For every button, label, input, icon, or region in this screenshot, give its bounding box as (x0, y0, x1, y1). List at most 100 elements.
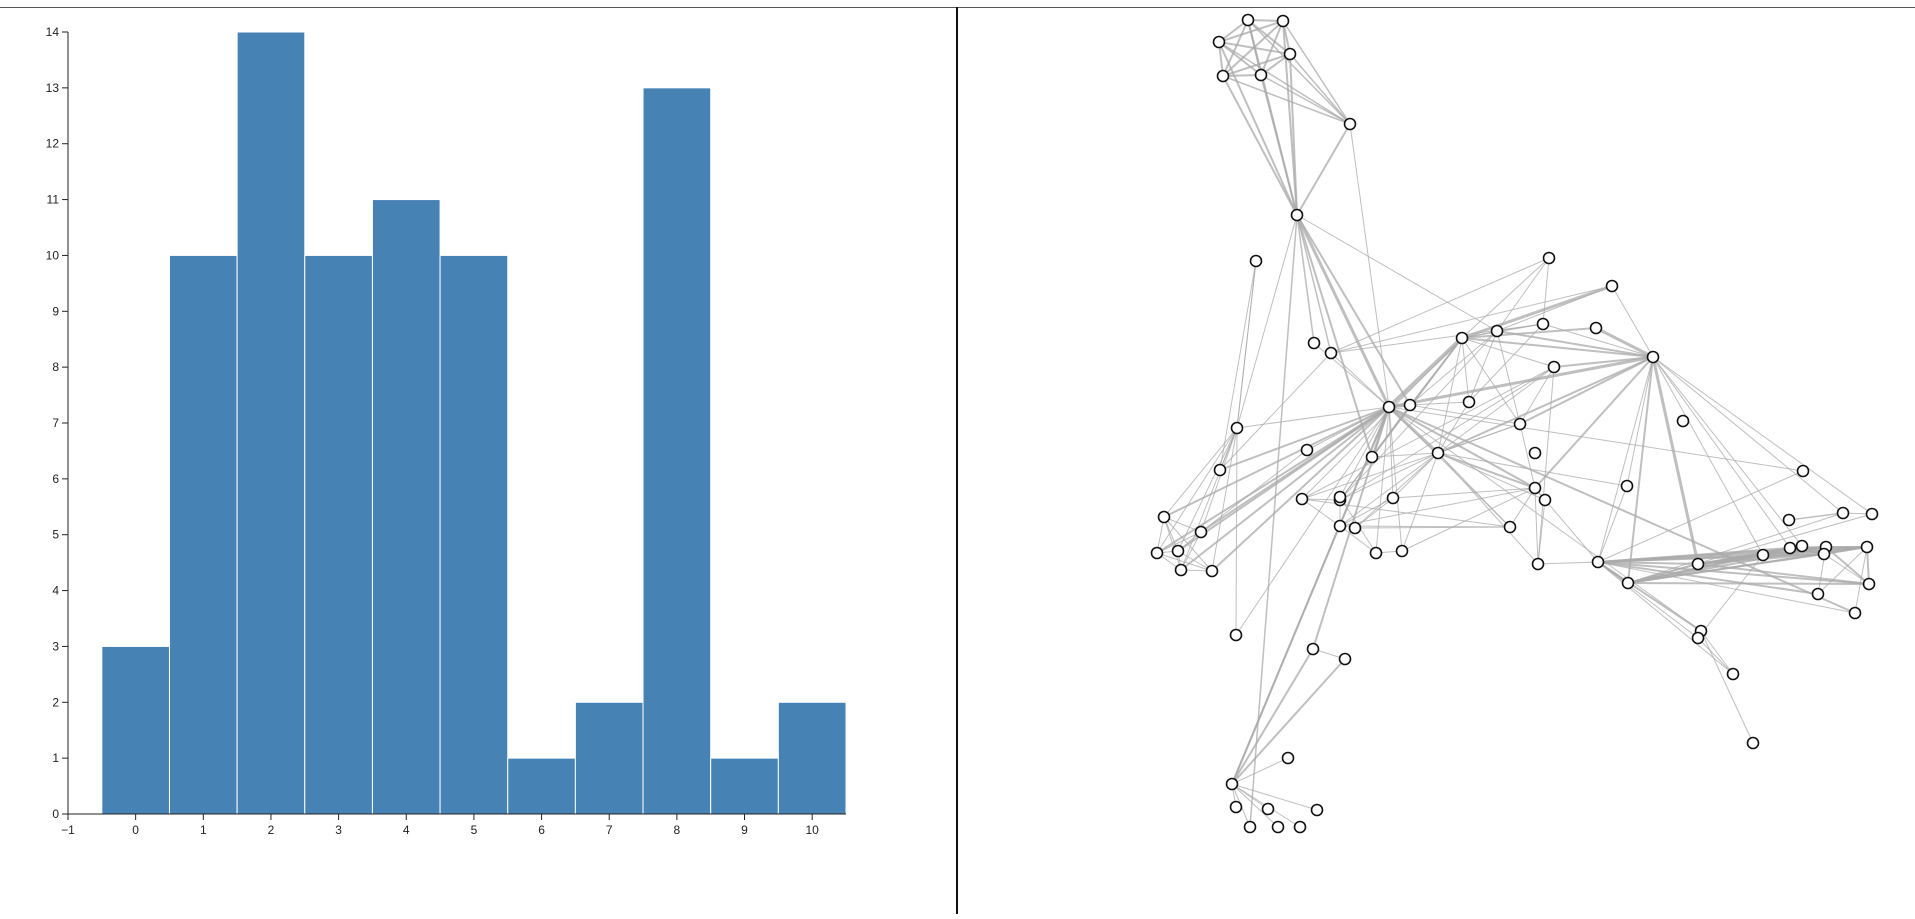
graph-edge (1219, 352, 1332, 471)
graph-node (1229, 628, 1243, 642)
graph-edge (1496, 330, 1521, 425)
graph-edge (1156, 531, 1202, 554)
graph-edge (1627, 356, 1654, 584)
graph-node (1382, 400, 1396, 414)
bar-9 (710, 757, 779, 815)
graph-node (1333, 490, 1347, 504)
graph-edge (1468, 330, 1498, 403)
graph-edge (1235, 427, 1238, 636)
graph-edge (1218, 41, 1351, 125)
graph-node (1171, 544, 1185, 558)
graph-edge (1461, 257, 1550, 339)
graph-edge (1437, 452, 1511, 528)
graph-node (1230, 421, 1244, 435)
graph-node (1795, 539, 1809, 553)
graph-node (1531, 557, 1545, 571)
graph-edge (1437, 401, 1470, 454)
y-tick-label: 14 (46, 25, 60, 39)
graph-edge (1409, 401, 1470, 406)
graph-node (1212, 35, 1226, 49)
graph-edge (1219, 406, 1390, 471)
graph-node (1589, 321, 1603, 335)
graph-node (1621, 576, 1635, 590)
graph-edge (1289, 53, 1351, 125)
graph-edge (1854, 546, 1868, 614)
graph-edge (1627, 512, 1844, 584)
bar-5 (439, 254, 509, 815)
graph-edge (1597, 561, 1699, 639)
graph-edge (1409, 337, 1463, 406)
graph-edge (1354, 526, 1511, 529)
graph-edge (1651, 356, 1700, 565)
graph-node (1782, 513, 1796, 527)
graph-edge (1231, 757, 1289, 785)
y-tick-label: 7 (52, 416, 59, 430)
graph-edge (1388, 406, 1511, 528)
graph-edge (1437, 452, 1628, 487)
y-tick-label: 13 (46, 81, 60, 95)
graph-edge (1180, 406, 1390, 571)
graph-node (1150, 546, 1164, 560)
graph-edge (1339, 525, 1377, 554)
nodes (1150, 13, 1879, 834)
graph-edge (1339, 497, 1394, 527)
graph-node (1343, 117, 1357, 131)
graph-edge (1301, 452, 1439, 500)
graph-edge (1306, 406, 1390, 451)
graph-node (1348, 521, 1362, 535)
graph-node (1605, 279, 1619, 293)
graph-edge (1519, 423, 1536, 489)
graph-edge (1301, 337, 1463, 500)
graph-edge (1260, 74, 1298, 216)
graph-edge (1652, 356, 1844, 514)
graph-edge (1823, 546, 1868, 555)
x-tick-label: 0 (132, 823, 139, 837)
graph-edge (1163, 516, 1182, 571)
graph-edge (1597, 485, 1628, 563)
graph-edge (1392, 487, 1536, 499)
graph-node (1538, 493, 1552, 507)
x-tick-label: 7 (606, 823, 613, 837)
graph-node (1283, 47, 1297, 61)
graph-edge (1296, 214, 1373, 458)
graph-edge (1247, 19, 1351, 125)
graph-edge (1496, 257, 1550, 332)
graph-edge (1200, 449, 1308, 533)
graph-node (1254, 68, 1268, 82)
graph-edge (1388, 406, 1403, 552)
graph-edge (1354, 497, 1394, 529)
graph-node (1338, 652, 1352, 666)
bar-2 (236, 31, 306, 815)
graph-edge (1180, 531, 1202, 571)
graph-edge (1627, 582, 1870, 585)
graph-edge (1388, 406, 1804, 472)
graph-edge (1222, 75, 1351, 125)
graph-node (1205, 564, 1219, 578)
graph-edge (1652, 356, 1873, 515)
graph-edge (1597, 561, 1819, 595)
graph-node (1528, 481, 1542, 495)
graph-node (1796, 464, 1810, 478)
graph-edge (1211, 406, 1390, 572)
graph-edge (1627, 513, 1873, 584)
graph-node (1865, 507, 1879, 521)
graph-node (1307, 336, 1321, 350)
graph-edge (1282, 20, 1351, 125)
graph-edge (1437, 423, 1521, 454)
y-tick-label: 1 (52, 751, 59, 765)
y-tick-label: 5 (52, 528, 59, 542)
y-tick-label: 11 (47, 193, 60, 207)
graph-edge (1652, 356, 1803, 547)
graph-node (1333, 519, 1347, 533)
graph-edge (1231, 406, 1390, 785)
graph-edge (1163, 406, 1390, 518)
x-tick-label: 1 (200, 823, 207, 837)
graph-node (1528, 446, 1542, 460)
graph-node (1455, 331, 1469, 345)
graph-edge (1519, 356, 1654, 425)
graph-edge (1200, 427, 1238, 533)
graph-edge (1231, 783, 1279, 828)
graph-edge (1387, 336, 1464, 409)
graph-edge (1219, 427, 1238, 471)
